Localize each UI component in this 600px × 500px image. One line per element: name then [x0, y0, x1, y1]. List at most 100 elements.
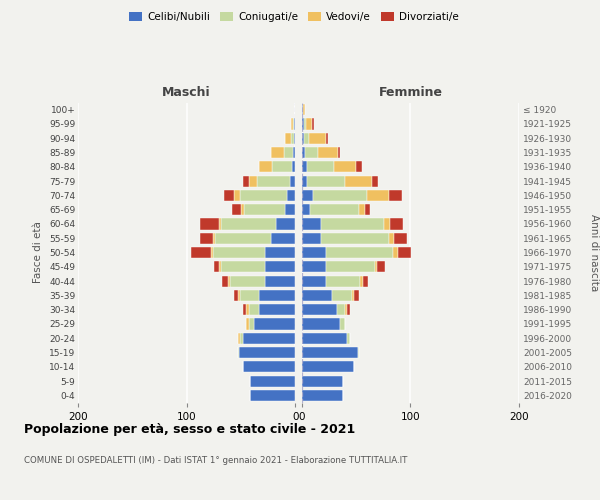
Bar — [240, 290, 259, 301]
Bar — [302, 276, 326, 286]
Bar — [311, 118, 314, 130]
Bar — [302, 290, 332, 301]
Bar — [394, 232, 407, 244]
Bar — [244, 204, 286, 215]
Bar — [248, 176, 257, 186]
Bar — [240, 190, 287, 201]
Bar — [362, 276, 368, 286]
Bar — [304, 132, 310, 144]
Bar — [302, 261, 326, 272]
Bar — [254, 318, 295, 330]
Bar — [235, 290, 238, 301]
Bar — [219, 218, 221, 230]
Bar — [302, 190, 313, 201]
Bar — [287, 190, 295, 201]
Bar — [211, 247, 212, 258]
Bar — [302, 247, 326, 258]
Title: Maschi: Maschi — [163, 86, 211, 98]
Bar — [271, 147, 284, 158]
Bar — [238, 332, 240, 344]
Bar — [305, 147, 318, 158]
Bar — [347, 332, 350, 344]
Bar — [215, 232, 271, 244]
Bar — [243, 361, 295, 372]
Bar — [304, 118, 306, 130]
Bar — [356, 161, 361, 172]
Bar — [398, 247, 412, 258]
Bar — [247, 304, 248, 315]
Bar — [322, 218, 385, 230]
Bar — [318, 147, 338, 158]
Bar — [389, 232, 394, 244]
Bar — [302, 347, 358, 358]
Bar — [302, 204, 310, 215]
Bar — [302, 147, 305, 158]
Bar — [212, 247, 265, 258]
Bar — [243, 176, 248, 186]
Bar — [291, 118, 293, 130]
Bar — [243, 304, 247, 315]
Bar — [359, 204, 365, 215]
Bar — [224, 190, 235, 201]
Bar — [257, 176, 290, 186]
Bar — [228, 276, 230, 286]
Bar — [250, 390, 295, 401]
Bar — [191, 247, 211, 258]
Bar — [338, 147, 340, 158]
Bar — [265, 276, 295, 286]
Bar — [374, 261, 377, 272]
Bar — [259, 304, 295, 315]
Bar — [235, 190, 240, 201]
Y-axis label: Anni di nascita: Anni di nascita — [589, 214, 599, 291]
Bar — [367, 190, 389, 201]
Bar — [303, 104, 305, 115]
Bar — [265, 247, 295, 258]
Bar — [286, 204, 295, 215]
Bar — [302, 332, 347, 344]
Bar — [358, 347, 359, 358]
Bar — [240, 332, 243, 344]
Bar — [302, 232, 322, 244]
Bar — [302, 176, 307, 186]
Bar — [243, 332, 295, 344]
Text: COMUNE DI OSPEDALETTI (IM) - Dati ISTAT 1° gennaio 2021 - Elaborazione TUTTITALI: COMUNE DI OSPEDALETTI (IM) - Dati ISTAT … — [24, 456, 407, 465]
Bar — [286, 132, 291, 144]
Bar — [326, 132, 328, 144]
Bar — [302, 361, 354, 372]
Bar — [272, 161, 292, 172]
Text: Popolazione per età, sesso e stato civile - 2021: Popolazione per età, sesso e stato civil… — [24, 422, 355, 436]
Bar — [302, 304, 337, 315]
Bar — [302, 376, 343, 386]
Bar — [389, 190, 401, 201]
Bar — [302, 390, 343, 401]
Bar — [200, 232, 212, 244]
Legend: Celibi/Nubili, Coniugati/e, Vedovi/e, Divorziati/e: Celibi/Nubili, Coniugati/e, Vedovi/e, Di… — [125, 8, 463, 26]
Bar — [238, 347, 239, 358]
Bar — [294, 132, 295, 144]
Bar — [337, 304, 345, 315]
Bar — [294, 118, 295, 130]
Bar — [241, 204, 244, 215]
Bar — [326, 276, 361, 286]
Bar — [214, 261, 219, 272]
Bar — [302, 218, 322, 230]
Bar — [306, 118, 311, 130]
Bar — [200, 218, 219, 230]
Bar — [334, 161, 356, 172]
Bar — [302, 161, 307, 172]
Bar — [259, 290, 295, 301]
Bar — [212, 232, 215, 244]
Bar — [373, 176, 378, 186]
Bar — [322, 232, 389, 244]
Bar — [385, 218, 390, 230]
Bar — [302, 118, 304, 130]
Bar — [332, 290, 352, 301]
Bar — [302, 104, 303, 115]
Bar — [302, 318, 340, 330]
Bar — [345, 304, 347, 315]
Bar — [223, 276, 228, 286]
Bar — [239, 347, 295, 358]
Bar — [354, 290, 359, 301]
Bar — [292, 161, 295, 172]
Bar — [365, 204, 370, 215]
